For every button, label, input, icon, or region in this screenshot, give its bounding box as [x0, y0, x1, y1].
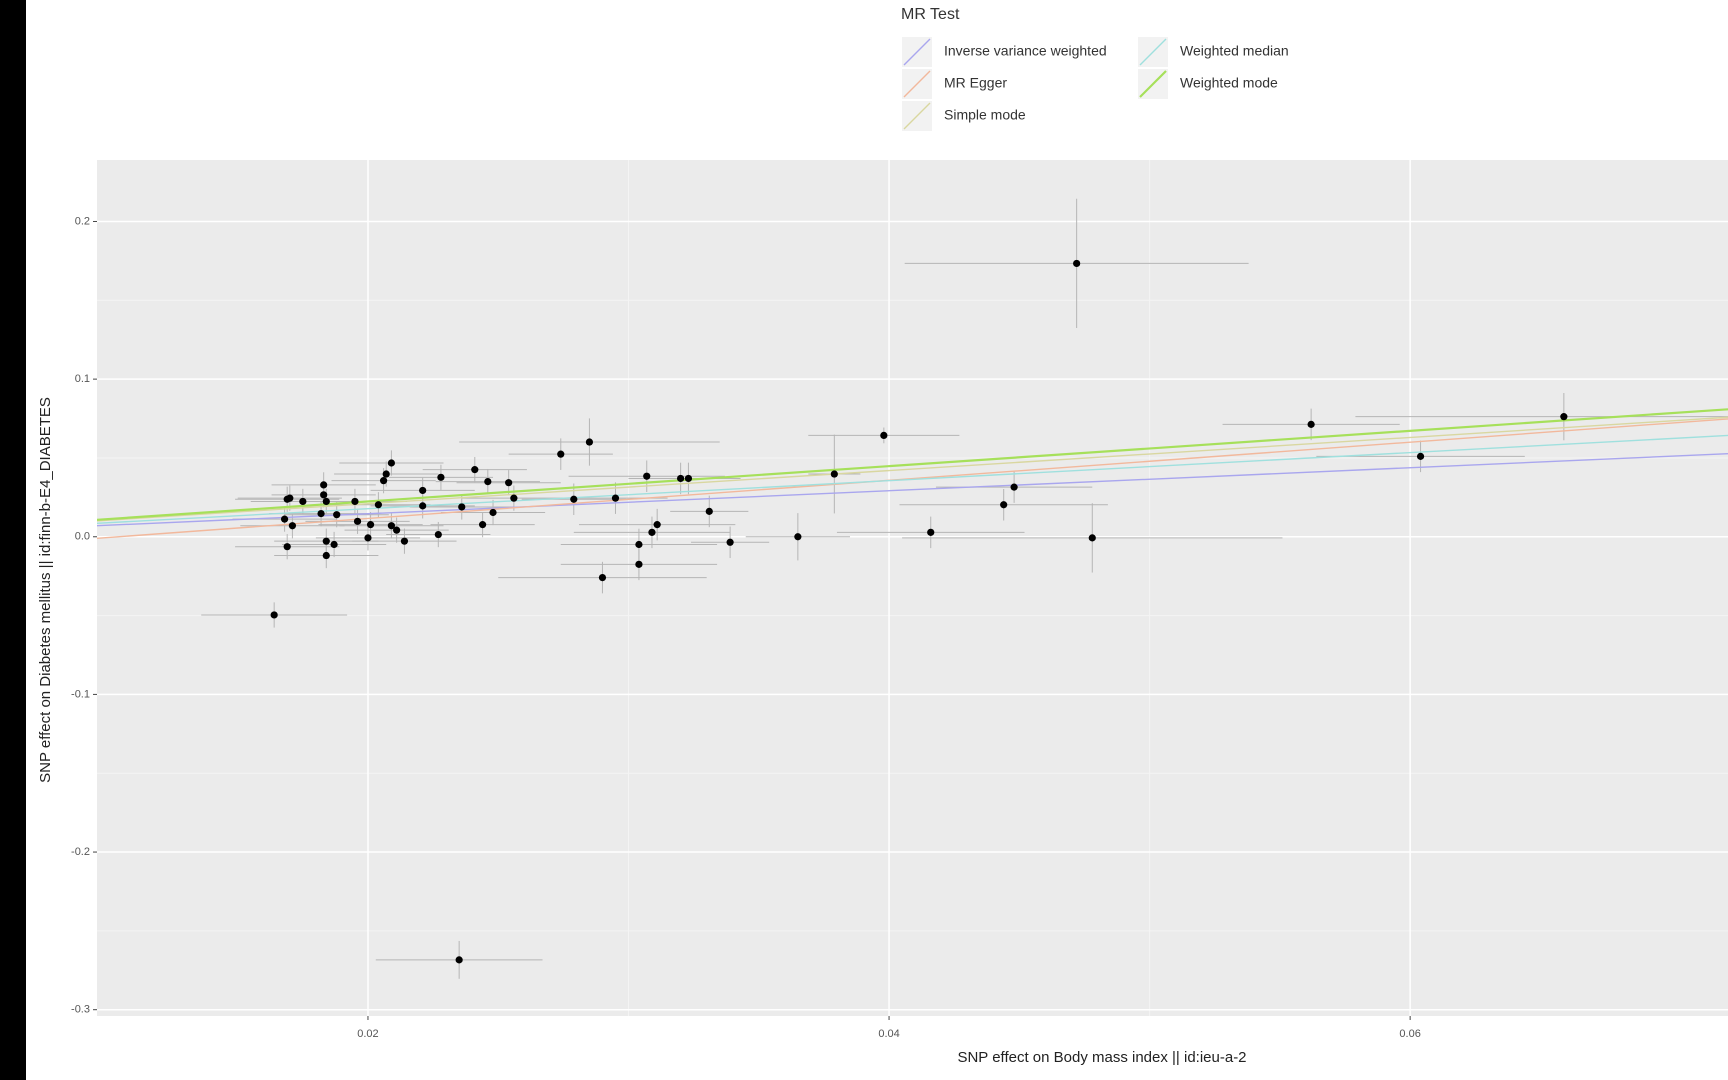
point: [1560, 413, 1568, 421]
point: [382, 470, 390, 478]
legend-label: Weighted mode: [1180, 75, 1278, 91]
point: [1000, 501, 1008, 509]
y-tick-label: 0.1: [75, 373, 90, 385]
point: [648, 528, 656, 536]
point: [635, 560, 643, 568]
point: [283, 543, 291, 551]
point: [387, 522, 396, 530]
point: [455, 956, 463, 964]
point: [1416, 452, 1425, 460]
point: [374, 501, 382, 509]
legend-key-line: [1139, 70, 1167, 98]
mr-line: [97, 434, 1728, 524]
point: [880, 431, 888, 440]
point: [1088, 534, 1096, 542]
y-tick-label: -0.3: [71, 1004, 90, 1016]
point: [437, 473, 445, 481]
point: [419, 486, 427, 495]
point: [400, 537, 409, 545]
legend-title: MR Test: [901, 6, 960, 23]
point: [351, 497, 359, 506]
point: [726, 538, 734, 546]
black-edge: [0, 0, 26, 1080]
point: [366, 521, 375, 529]
x-tick-label: 0.04: [878, 1028, 899, 1040]
point: [434, 530, 442, 539]
y-tick-label: -0.2: [71, 846, 90, 858]
y-tick-label: 0.0: [75, 531, 90, 543]
point: [479, 521, 487, 529]
point: [705, 507, 713, 515]
point: [598, 573, 607, 582]
point: [653, 521, 661, 529]
point: [1307, 420, 1315, 428]
point: [830, 470, 838, 478]
point: [611, 494, 620, 502]
x-tick-label: 0.02: [357, 1028, 378, 1040]
plot-panel: [97, 160, 1728, 1016]
legend-key-line: [903, 70, 931, 98]
point: [322, 497, 330, 506]
point: [505, 479, 513, 487]
point: [387, 459, 396, 467]
point: [484, 477, 492, 486]
point: [458, 503, 466, 511]
point: [684, 474, 693, 483]
point: [570, 495, 578, 503]
point: [288, 522, 297, 530]
point: [330, 540, 338, 549]
point: [393, 526, 401, 534]
point: [364, 534, 372, 542]
point: [677, 474, 685, 483]
point: [286, 494, 294, 502]
point: [489, 508, 497, 517]
point: [280, 515, 289, 523]
plot-area: [97, 160, 1728, 1016]
point: [317, 509, 325, 518]
legend-label: Simple mode: [944, 107, 1026, 123]
point: [927, 528, 935, 536]
mr-line: [97, 418, 1728, 540]
mr-line: [97, 416, 1728, 522]
point: [471, 466, 479, 474]
y-tick-label: -0.1: [71, 688, 90, 700]
x-axis-title: SNP effect on Body mass index || id:ieu-…: [957, 1049, 1246, 1066]
point: [1073, 259, 1081, 268]
point: [1010, 483, 1018, 491]
point: [510, 494, 518, 502]
point: [322, 537, 330, 545]
point: [419, 502, 427, 510]
mr-line: [97, 452, 1728, 527]
point: [643, 472, 651, 480]
point: [320, 491, 328, 499]
point: [320, 481, 328, 489]
point: [794, 533, 802, 541]
point: [322, 551, 330, 560]
legend-label: Inverse variance weighted: [944, 43, 1107, 59]
legend-label: Weighted median: [1180, 43, 1289, 59]
legend-key-line: [903, 102, 931, 130]
y-axis-title: SNP effect on Diabetes mellitus || id:fi…: [37, 397, 54, 783]
legend-key-line: [1139, 38, 1167, 66]
legend-key-line: [903, 38, 931, 66]
x-tick-label: 0.06: [1399, 1028, 1420, 1040]
mr-line: [97, 408, 1728, 521]
point: [270, 611, 278, 619]
legend-label: MR Egger: [944, 75, 1007, 91]
point: [299, 497, 307, 506]
point: [635, 540, 643, 549]
point: [353, 517, 362, 525]
y-tick-label: 0.2: [75, 215, 90, 227]
point: [379, 477, 388, 485]
point: [557, 450, 565, 458]
point: [333, 511, 341, 519]
point: [585, 438, 594, 446]
